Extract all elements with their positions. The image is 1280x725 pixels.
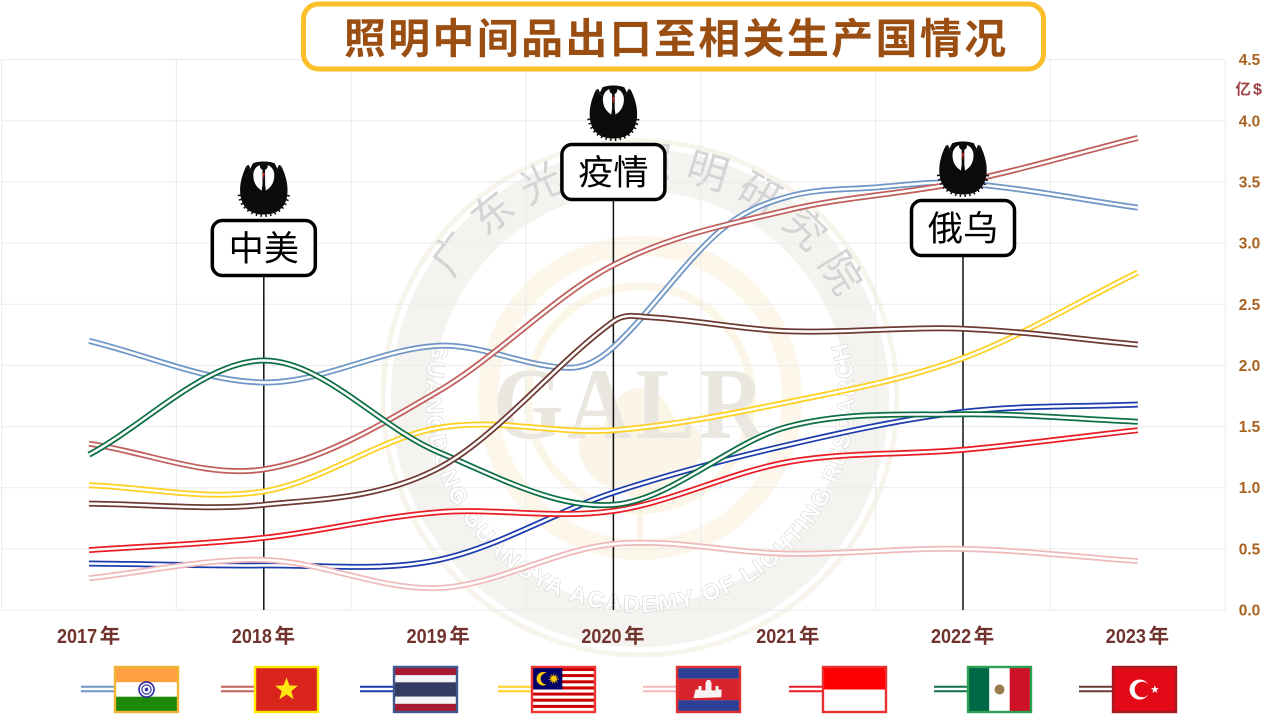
svg-text:2019: 2019	[407, 626, 447, 648]
svg-text:0.5: 0.5	[1239, 541, 1261, 558]
svg-text:1.5: 1.5	[1239, 419, 1261, 436]
svg-text:2.0: 2.0	[1239, 358, 1261, 375]
svg-text:2022: 2022	[931, 626, 971, 648]
svg-text:2021: 2021	[756, 626, 796, 648]
svg-text:3.5: 3.5	[1239, 174, 1261, 191]
svg-text:4.0: 4.0	[1239, 113, 1261, 130]
svg-text:3.0: 3.0	[1239, 236, 1261, 253]
svg-text:2018: 2018	[232, 626, 272, 648]
svg-text:2017: 2017	[57, 626, 97, 648]
svg-text:2023: 2023	[1106, 626, 1146, 648]
svg-text:1.0: 1.0	[1239, 480, 1261, 497]
svg-text:2020: 2020	[581, 626, 621, 648]
svg-text:$: $	[1253, 82, 1262, 99]
svg-text:2.5: 2.5	[1239, 297, 1261, 314]
svg-text:0.0: 0.0	[1239, 603, 1261, 620]
svg-text:4.5: 4.5	[1239, 52, 1261, 69]
